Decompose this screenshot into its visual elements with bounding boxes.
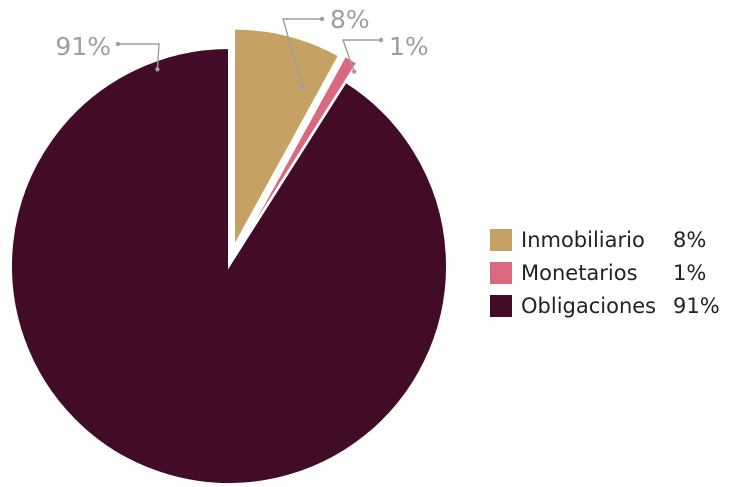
legend-value-monetarios: 1% bbox=[673, 260, 707, 285]
legend-swatch-obligaciones bbox=[490, 294, 512, 317]
leader-line-inmobiliario bbox=[282, 18, 322, 87]
labels-layer: 8% 1% 91% bbox=[55, 5, 428, 61]
legend-value-obligaciones: 91% bbox=[673, 293, 720, 318]
leader-dot-obligaciones-outer bbox=[115, 41, 121, 47]
leader-line-obligaciones bbox=[118, 43, 160, 70]
data-label-monetarios: 1% bbox=[389, 32, 429, 61]
slices-layer bbox=[10, 27, 448, 485]
slice-obligaciones bbox=[10, 46, 448, 485]
leader-line-monetarios bbox=[342, 39, 381, 72]
legend: Inmobiliario 8% Monetarios 1% Obligacion… bbox=[490, 223, 720, 322]
legend-value-inmobiliario: 8% bbox=[673, 227, 707, 252]
legend-swatch-monetarios bbox=[490, 261, 512, 284]
leader-dot-monetarios-outer bbox=[378, 37, 384, 43]
legend-item-monetarios: Monetarios 1% bbox=[490, 256, 720, 289]
slice-monetarios bbox=[239, 54, 359, 248]
legend-item-inmobiliario: Inmobiliario 8% bbox=[490, 223, 720, 256]
legend-item-obligaciones: Obligaciones 91% bbox=[490, 289, 720, 322]
data-label-obligaciones: 91% bbox=[55, 32, 111, 61]
data-label-inmobiliario: 8% bbox=[330, 5, 370, 34]
leader-dot-inmobiliario-outer bbox=[319, 16, 325, 22]
legend-label-monetarios: Monetarios bbox=[521, 260, 638, 285]
legend-label-inmobiliario: Inmobiliario bbox=[521, 227, 645, 252]
legend-swatch-inmobiliario bbox=[490, 228, 512, 251]
leader-dot-monetarios-inner bbox=[351, 69, 357, 74]
leader-dot-inmobiliario-inner bbox=[299, 83, 305, 89]
legend-label-obligaciones: Obligaciones bbox=[521, 293, 657, 318]
leader-dot-obligaciones-inner bbox=[155, 67, 160, 72]
leaders-layer bbox=[115, 16, 384, 89]
